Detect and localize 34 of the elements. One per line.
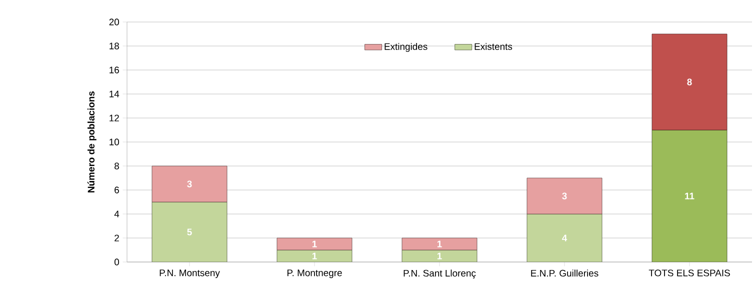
bar bbox=[402, 238, 478, 250]
y-tick-label: 12 bbox=[110, 114, 119, 122]
data-label: 1 bbox=[312, 252, 317, 260]
data-label: 1 bbox=[312, 240, 317, 248]
data-label: 8 bbox=[687, 78, 692, 86]
data-label: 1 bbox=[437, 240, 442, 248]
x-tick-label: TOTS ELS ESPAIS bbox=[648, 270, 730, 276]
bar bbox=[276, 238, 352, 250]
bar bbox=[652, 34, 728, 130]
x-tick-label: E.N.P. Guilleries bbox=[531, 270, 598, 277]
bar bbox=[152, 166, 228, 202]
x-tick-label: P. Montnegre bbox=[287, 270, 342, 278]
data-label: 11 bbox=[685, 192, 694, 200]
legend-label: Extingides bbox=[384, 42, 428, 52]
x-tick-label: P.N. Sant Llorenç bbox=[404, 270, 476, 278]
data-label: 1 bbox=[437, 252, 442, 260]
y-tick-label: 18 bbox=[110, 42, 119, 50]
data-label: 3 bbox=[562, 192, 567, 200]
data-label: 4 bbox=[562, 234, 568, 242]
y-axis-title: Número de poblacions bbox=[87, 91, 96, 192]
y-tick-label: 16 bbox=[110, 66, 119, 74]
y-tick-label: 2 bbox=[114, 234, 119, 242]
legend-label: Existents bbox=[474, 42, 512, 50]
y-tick-label: 4 bbox=[114, 210, 120, 218]
y-tick-label: 6 bbox=[114, 186, 119, 194]
y-tick-label: 20 bbox=[109, 18, 120, 26]
bar bbox=[526, 178, 602, 214]
data-label: 3 bbox=[187, 180, 192, 188]
y-tick-label: 0 bbox=[114, 258, 120, 266]
y-tick-label: 10 bbox=[110, 138, 120, 146]
y-tick-label: 14 bbox=[110, 90, 120, 98]
data-label: 5 bbox=[187, 228, 192, 236]
y-tick-label: 8 bbox=[114, 162, 119, 170]
x-tick-label: P.N. Montseny bbox=[160, 270, 220, 278]
